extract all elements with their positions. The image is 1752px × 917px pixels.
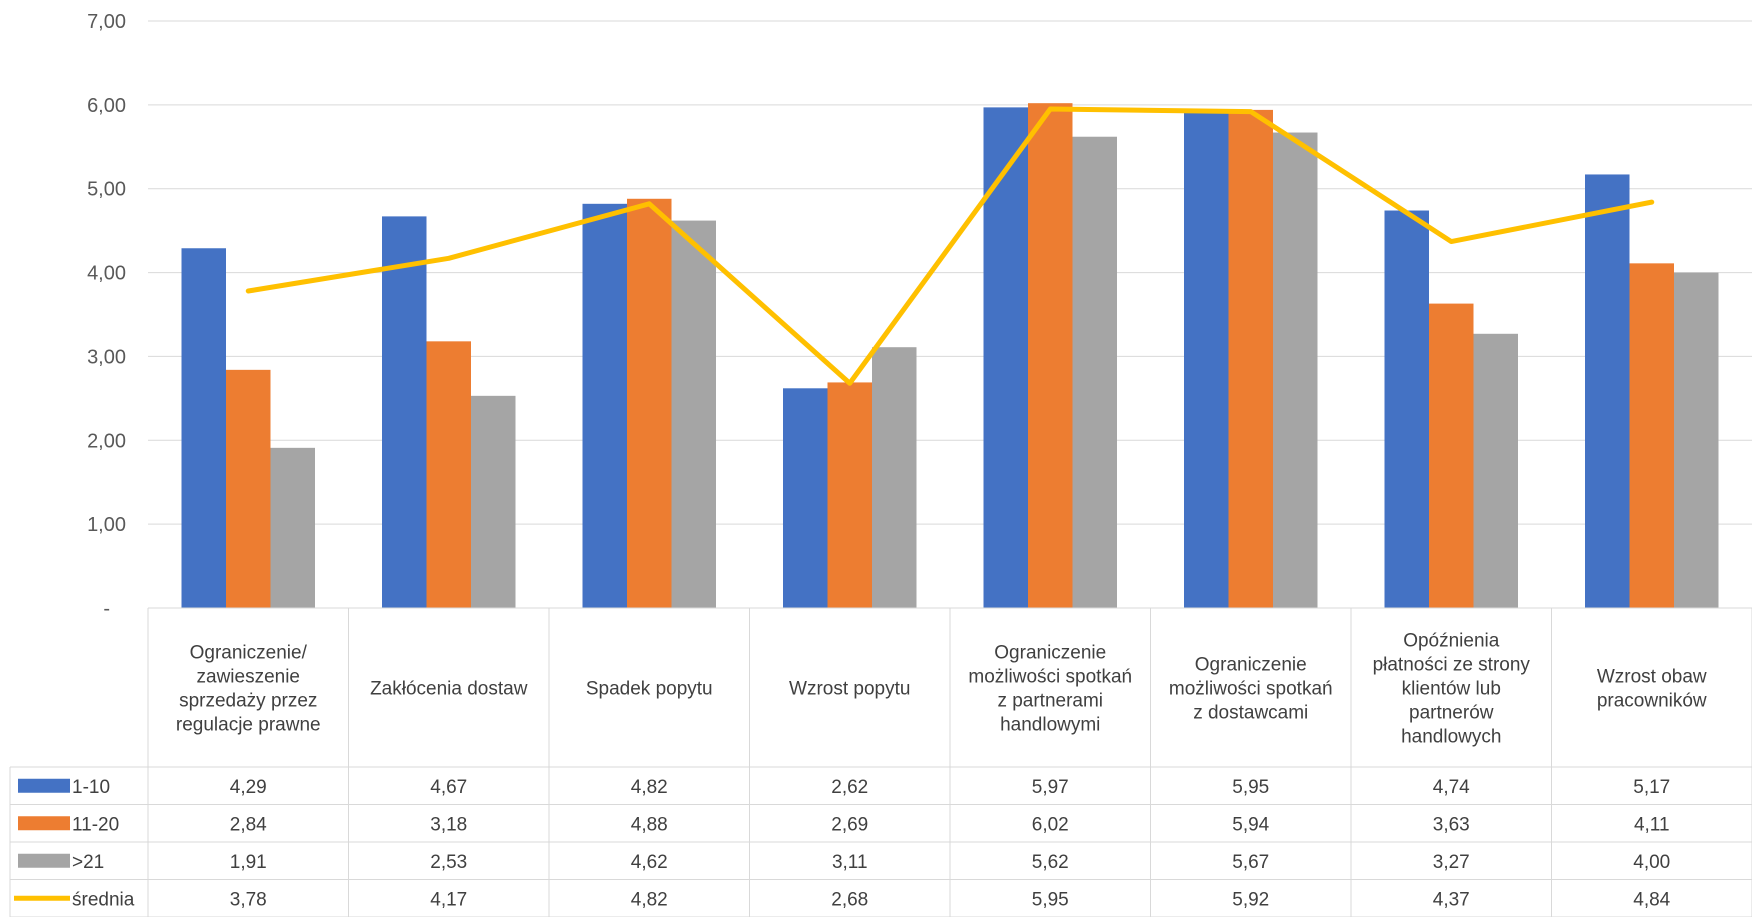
- legend-swatch: [18, 778, 70, 793]
- data-table: Ograniczenie/zawieszenie sprzedaży przez r…: [9, 607, 1752, 917]
- bar: [627, 198, 672, 608]
- data-cell: 4,37: [1433, 889, 1470, 910]
- y-tick-label: 4,00: [87, 263, 126, 285]
- bar: [1674, 272, 1719, 608]
- category-label: Spadek popytu: [586, 679, 713, 700]
- data-cell: 5,94: [1232, 814, 1269, 835]
- data-cell: 5,95: [1232, 777, 1269, 798]
- series-name: 1-10: [72, 777, 110, 798]
- bar: [783, 388, 828, 608]
- bar: [426, 341, 471, 608]
- data-cell: 4,74: [1433, 777, 1470, 798]
- y-tick-label: 7,00: [87, 11, 126, 33]
- category-label: możliwości spotkań: [1169, 679, 1333, 700]
- category-label: handlowymi: [1000, 715, 1100, 736]
- bar: [1585, 174, 1630, 609]
- data-cell: 4,29: [230, 777, 267, 798]
- category-label: sprzedaży przez: [179, 691, 317, 712]
- y-tick-label: -: [103, 598, 110, 620]
- y-tick-label: 6,00: [87, 95, 126, 117]
- category-label: z partnerami: [997, 691, 1103, 712]
- category-label: regulacje prawne: [176, 715, 321, 736]
- average-line: [245, 106, 1655, 386]
- y-axis-ticks: - 1,00 2,00 3,00 4,00 5,00 6,00 7,00: [87, 11, 126, 620]
- data-cell: 2,84: [230, 814, 267, 835]
- bar: [827, 382, 872, 608]
- data-cell: 3,11: [832, 852, 868, 873]
- bar: [226, 369, 271, 608]
- category-label: z dostawcami: [1193, 703, 1308, 724]
- data-cell: 4,82: [631, 777, 668, 798]
- category-label: pracowników: [1597, 691, 1707, 712]
- bar: [382, 216, 427, 608]
- bar: [872, 347, 917, 608]
- bar: [1429, 303, 1474, 608]
- series-name: 11-20: [72, 814, 119, 835]
- data-cell: 4,00: [1633, 852, 1670, 873]
- data-cell: 2,69: [831, 814, 868, 835]
- category-label: zawieszenie: [197, 667, 301, 688]
- data-cell: 4,88: [631, 814, 668, 835]
- y-tick-label: 5,00: [87, 179, 126, 201]
- category-label: Ograniczenie/: [190, 643, 308, 664]
- data-cell: 3,63: [1433, 814, 1470, 835]
- bar: [1228, 109, 1273, 608]
- bar: [1629, 263, 1674, 608]
- bar: [1384, 210, 1429, 608]
- data-cell: 6,02: [1032, 814, 1069, 835]
- data-cell: 2,62: [831, 777, 868, 798]
- category-label: Zakłócenia dostaw: [370, 679, 528, 700]
- data-cell: 5,97: [1032, 777, 1069, 798]
- data-cell: 5,17: [1633, 777, 1670, 798]
- category-label: Wzrost popytu: [789, 679, 910, 700]
- data-cell: 4,84: [1633, 889, 1670, 910]
- bar: [1473, 333, 1518, 608]
- data-cell: 5,62: [1032, 852, 1069, 873]
- bar: [1273, 132, 1318, 608]
- average-line-path: [245, 106, 1655, 386]
- data-cell: 5,67: [1232, 852, 1269, 873]
- data-cell: 4,17: [430, 889, 467, 910]
- bar: [181, 248, 226, 608]
- category-label: możliwości spotkań: [968, 667, 1132, 688]
- data-cell: 5,92: [1232, 889, 1269, 910]
- data-cell: 4,62: [631, 852, 668, 873]
- bar: [671, 220, 716, 608]
- bar: [1028, 103, 1073, 609]
- data-cell: 4,82: [631, 889, 668, 910]
- category-label: partnerów: [1409, 703, 1494, 724]
- data-cell: 4,11: [1634, 814, 1670, 835]
- data-cell: 5,95: [1032, 889, 1069, 910]
- data-cell: 2,53: [430, 852, 467, 873]
- y-tick-label: 1,00: [87, 514, 126, 536]
- data-cell: 3,78: [230, 889, 267, 910]
- bar: [471, 395, 516, 608]
- bars: [181, 103, 1719, 609]
- bar: [1072, 136, 1117, 609]
- y-tick-label: 2,00: [87, 430, 126, 452]
- data-cell: 3,27: [1433, 852, 1470, 873]
- category-label: handlowych: [1401, 727, 1501, 748]
- y-tick-label: 3,00: [87, 346, 126, 368]
- category-label: Opóźnienia: [1403, 631, 1500, 652]
- bar: [582, 203, 627, 608]
- category-label: Wzrost obaw: [1597, 667, 1707, 688]
- legend-swatch: [18, 816, 70, 831]
- series-name: średnia: [72, 889, 135, 910]
- bar: [1184, 109, 1229, 609]
- data-cell: 4,67: [430, 777, 467, 798]
- data-cell: 1,91: [230, 852, 267, 873]
- category-label: Ograniczenie: [994, 643, 1106, 664]
- category-label: klientów lub: [1402, 679, 1501, 700]
- legend-swatch: [18, 853, 70, 868]
- category-label: płatności ze strony: [1373, 655, 1531, 676]
- bar: [270, 447, 315, 608]
- data-cell: 2,68: [831, 889, 868, 910]
- data-cell: 3,18: [430, 814, 467, 835]
- series-name: >21: [72, 852, 104, 873]
- category-label: Ograniczenie: [1195, 655, 1307, 676]
- bar: [983, 107, 1028, 608]
